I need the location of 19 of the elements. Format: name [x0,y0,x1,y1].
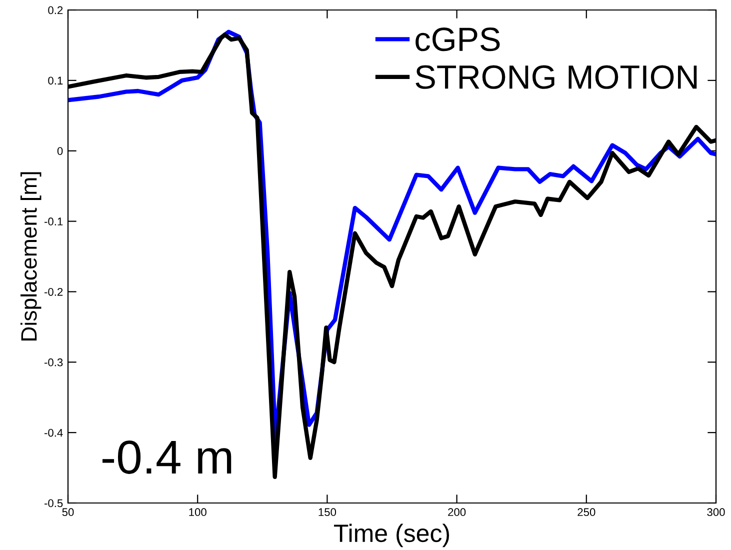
x-tick-label: 50 [62,508,74,516]
x-tick-label: 100 [189,508,206,516]
y-axis-title: Displacement [m] [20,172,42,340]
y-tick-label: 0.1 [48,76,63,85]
x-tick-label: 150 [318,508,336,516]
x-tick-label: 250 [578,508,596,516]
y-tick-label: -0.4 [44,428,63,437]
y-tick-label: 0 [57,147,63,155]
y-tick-label: 0.2 [48,6,63,14]
x-tick-label: 200 [448,508,466,516]
y-tick-label: -0.1 [44,218,63,226]
y-tick-label: -0.5 [44,499,63,508]
x-axis-title: Time (sec) [334,524,450,548]
annotation: -0.4 m [102,440,232,474]
legend-label: STRONG MOTION [416,65,697,89]
y-tick-label: -0.3 [44,358,63,366]
legend-label: cGPS [416,28,500,52]
x-tick-label: 300 [707,508,725,516]
y-tick-label: -0.2 [44,288,63,296]
